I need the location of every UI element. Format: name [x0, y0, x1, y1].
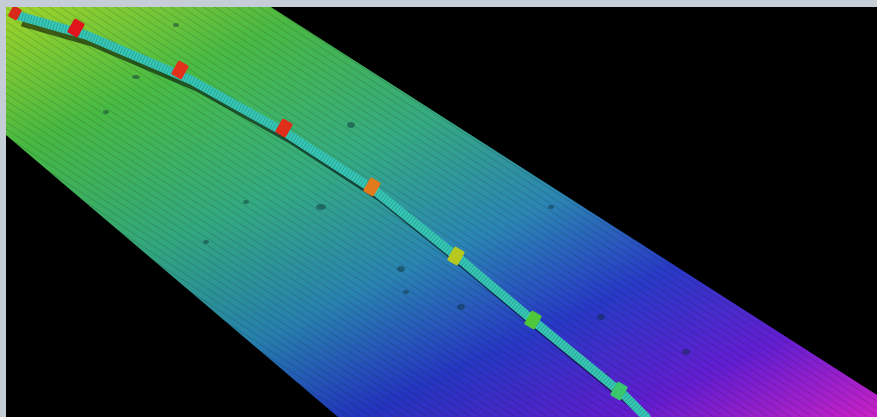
pipeline-joint: [610, 381, 628, 401]
bathymetry-render: [6, 7, 877, 417]
pipeline-joint: [524, 310, 542, 330]
pipeline-joint: [447, 246, 465, 266]
pipeline-joint: [363, 177, 381, 197]
pipeline-joints: [8, 7, 628, 401]
pipeline-joint: [275, 118, 293, 138]
bathymetry-viewport[interactable]: [6, 7, 877, 417]
pipeline-joint: [8, 7, 22, 20]
pipeline-joint: [67, 18, 85, 38]
pipeline-joint: [171, 60, 189, 80]
